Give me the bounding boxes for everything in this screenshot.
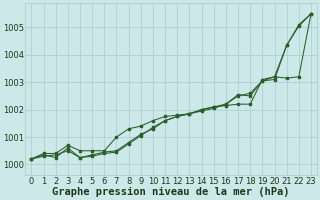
X-axis label: Graphe pression niveau de la mer (hPa): Graphe pression niveau de la mer (hPa): [52, 187, 290, 197]
